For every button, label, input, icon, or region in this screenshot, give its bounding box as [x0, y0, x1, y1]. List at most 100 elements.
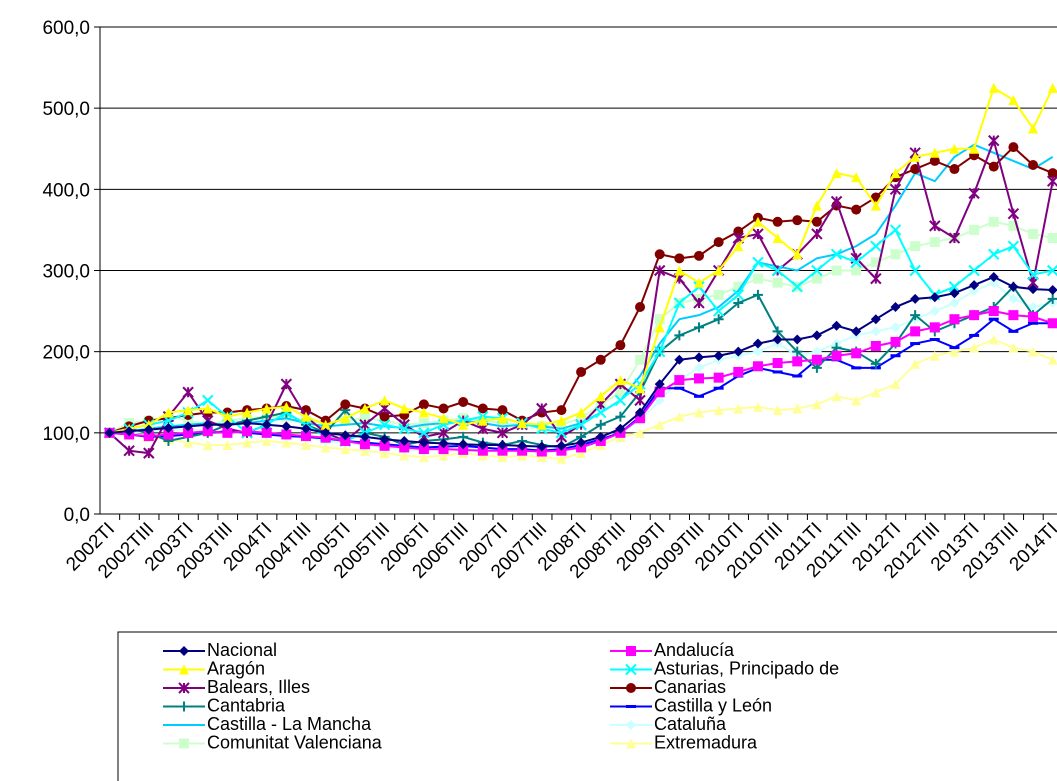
- marker: [811, 200, 822, 211]
- marker: [398, 423, 410, 435]
- marker: [772, 216, 783, 227]
- marker: [340, 430, 351, 441]
- marker: [320, 442, 331, 453]
- marker: [418, 399, 429, 410]
- marker: [1046, 264, 1057, 277]
- marker: [497, 405, 508, 416]
- marker: [183, 437, 194, 448]
- marker: [693, 297, 705, 309]
- marker: [968, 187, 980, 200]
- marker: [694, 250, 704, 261]
- marker: [653, 264, 666, 277]
- marker: [674, 330, 685, 341]
- marker: [615, 375, 626, 386]
- marker: [143, 431, 154, 442]
- marker: [163, 429, 174, 440]
- marker: [595, 354, 606, 365]
- marker: [517, 418, 528, 429]
- marker: [438, 450, 449, 461]
- marker: [1007, 240, 1020, 252]
- marker: [733, 297, 744, 308]
- legend-label: Cataluña: [654, 714, 727, 734]
- marker: [222, 411, 233, 422]
- marker: [890, 379, 901, 390]
- marker: [752, 228, 764, 240]
- marker: [634, 394, 646, 407]
- marker: [635, 427, 646, 438]
- marker: [791, 281, 803, 293]
- legend-label: Canarias: [654, 677, 726, 697]
- marker: [242, 426, 253, 437]
- marker: [281, 429, 292, 440]
- marker: [831, 391, 842, 402]
- marker: [320, 427, 331, 438]
- marker: [870, 272, 882, 285]
- series: [109, 143, 1054, 434]
- marker: [1027, 268, 1039, 281]
- marker: [713, 237, 724, 248]
- marker: [929, 350, 940, 361]
- marker: [222, 440, 233, 451]
- legend-label: Nacional: [207, 640, 277, 660]
- marker: [399, 435, 410, 446]
- marker: [615, 340, 626, 351]
- marker: [242, 437, 253, 448]
- marker: [438, 438, 449, 449]
- marker: [379, 448, 390, 459]
- marker: [811, 399, 822, 410]
- marker: [1008, 342, 1019, 353]
- marker: [969, 224, 980, 235]
- marker: [222, 419, 233, 430]
- marker: [890, 322, 901, 333]
- marker: [811, 330, 822, 341]
- marker: [792, 334, 803, 345]
- marker: [143, 424, 154, 435]
- marker: [477, 445, 488, 456]
- marker: [949, 314, 960, 325]
- marker: [772, 277, 783, 288]
- marker: [359, 439, 370, 450]
- marker: [202, 419, 213, 430]
- marker: [831, 265, 842, 276]
- marker: [988, 334, 999, 345]
- marker: [281, 437, 292, 448]
- marker: [536, 452, 547, 463]
- marker: [615, 411, 626, 422]
- marker: [626, 720, 636, 730]
- marker: [870, 257, 881, 268]
- marker: [674, 253, 685, 264]
- marker: [183, 421, 194, 432]
- series: [104, 271, 1057, 452]
- marker: [811, 273, 822, 284]
- marker: [654, 322, 665, 333]
- marker: [694, 407, 704, 418]
- marker: [910, 164, 921, 175]
- series: [104, 142, 1057, 438]
- marker: [626, 683, 636, 693]
- marker: [732, 289, 745, 301]
- marker: [615, 423, 626, 434]
- marker: [929, 292, 940, 303]
- marker: [555, 427, 568, 439]
- marker: [556, 440, 567, 451]
- y-tick-label: 200,0: [42, 343, 90, 364]
- marker: [438, 444, 449, 455]
- marker: [752, 361, 763, 372]
- marker: [929, 237, 940, 248]
- y-tick-label: 100,0: [42, 424, 90, 445]
- marker: [418, 437, 429, 448]
- marker: [969, 143, 980, 154]
- marker: [242, 407, 253, 418]
- marker: [948, 281, 961, 293]
- marker: [1028, 123, 1039, 134]
- marker: [635, 302, 646, 313]
- marker: [340, 399, 351, 410]
- marker: [576, 407, 587, 418]
- marker: [988, 277, 999, 288]
- marker: [792, 215, 803, 226]
- marker: [772, 358, 783, 369]
- marker: [889, 183, 902, 196]
- y-tick-label: 400,0: [42, 180, 90, 201]
- marker: [281, 401, 292, 412]
- marker: [654, 314, 665, 325]
